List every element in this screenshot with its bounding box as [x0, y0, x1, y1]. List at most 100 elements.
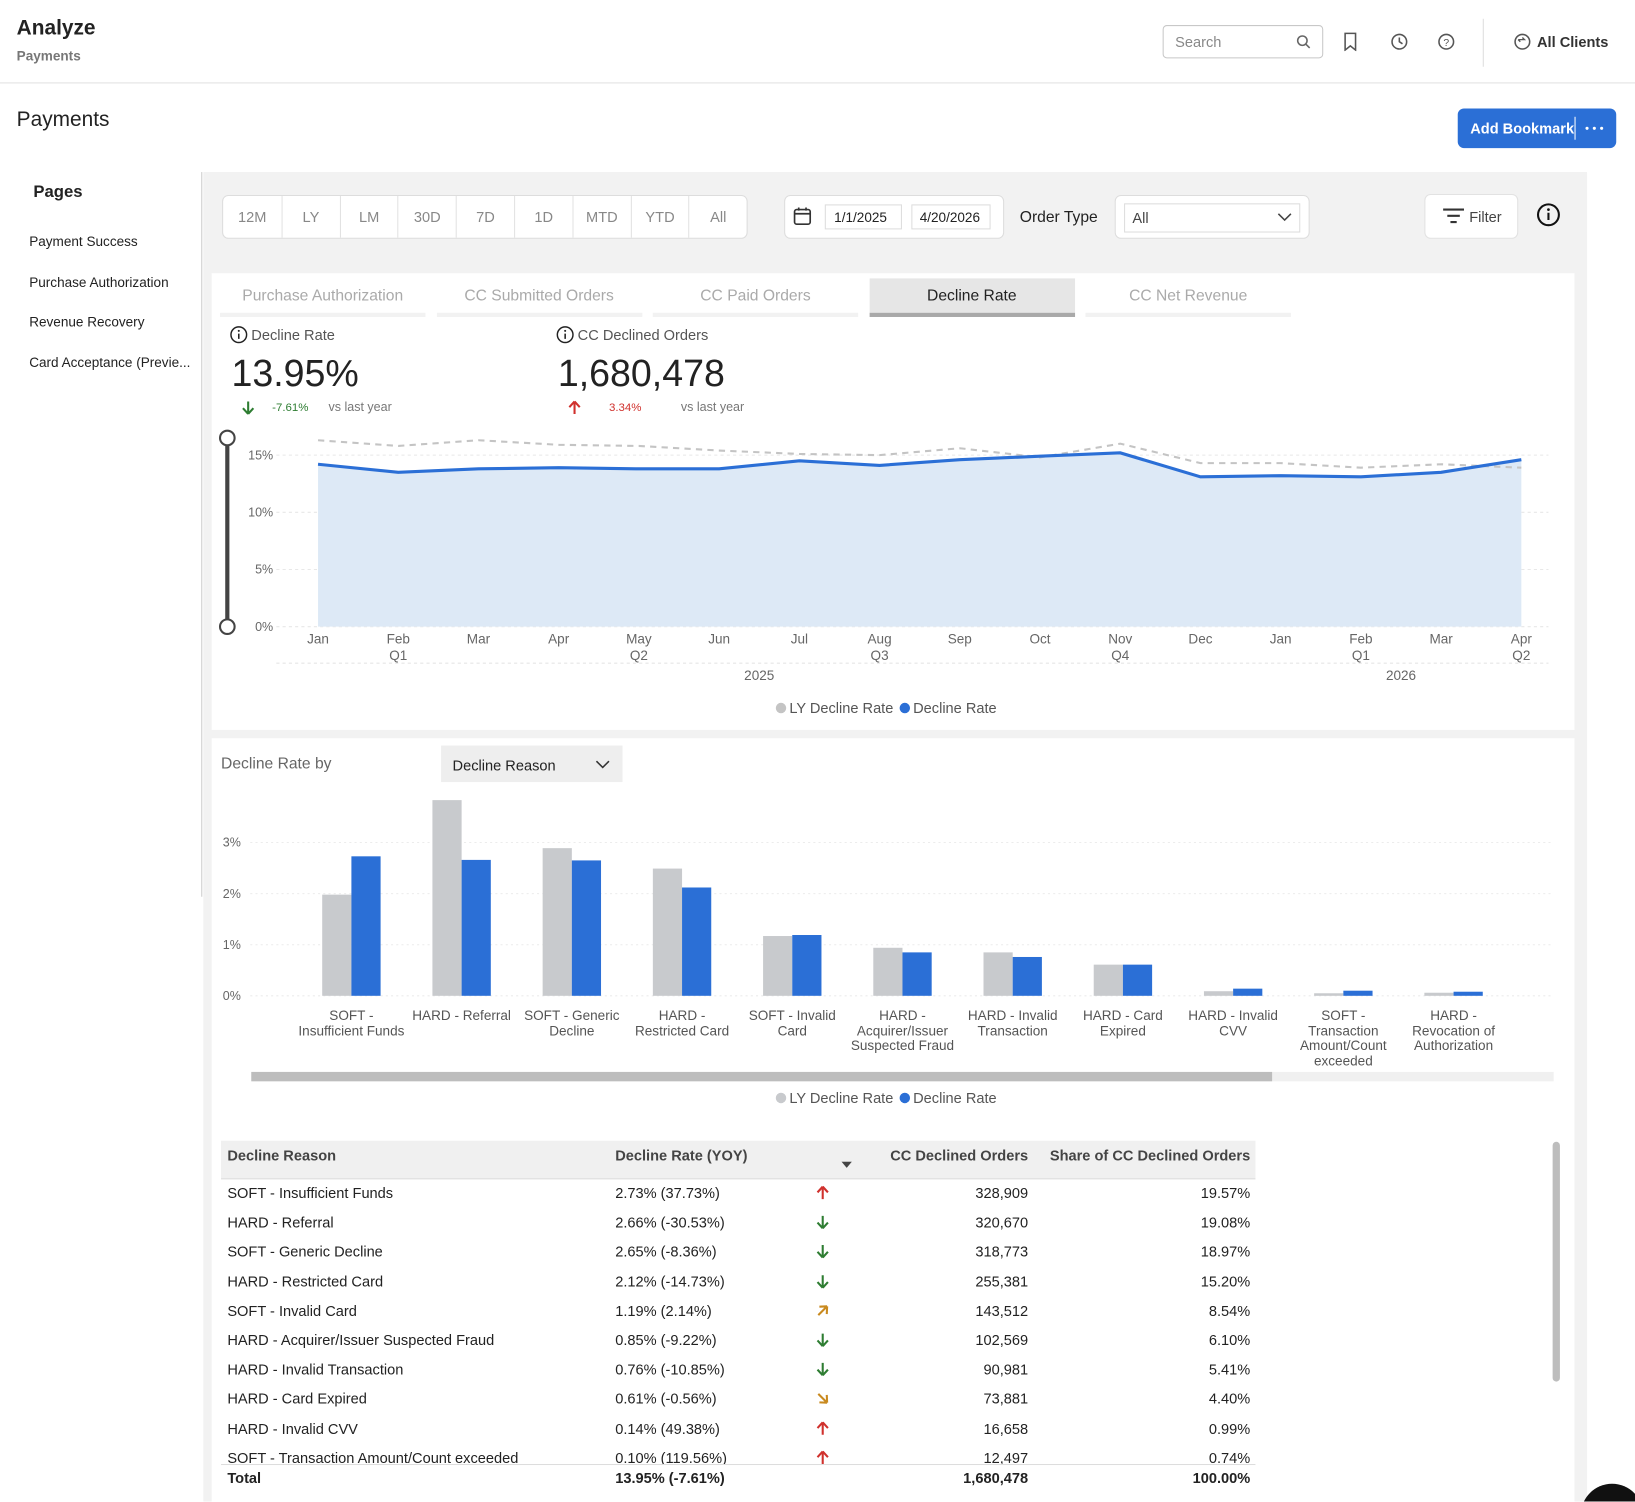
x-tick-label: Jul	[791, 631, 808, 646]
tab[interactable]: CC Net Revenue	[1085, 278, 1291, 317]
x-tick-label: SOFT - Invalid Card	[748, 1007, 836, 1039]
info-icon[interactable]	[1536, 202, 1561, 227]
table-cell: 318,773	[975, 1243, 1029, 1261]
table-cell: 328,909	[975, 1184, 1029, 1202]
search-box[interactable]: Search	[1162, 25, 1324, 59]
history-icon[interactable]	[1390, 32, 1409, 51]
sort-indicator[interactable]	[841, 1161, 852, 1168]
legend-swatch	[775, 702, 787, 714]
period-option[interactable]: 30D	[397, 196, 456, 238]
x-tick-label: SOFT - Transaction Amount/Count exceeded	[1300, 1007, 1387, 1069]
sidebar-item[interactable]: Card Acceptance (Previe...	[29, 354, 191, 370]
table-cell: 0.76% (-10.85%)	[615, 1360, 725, 1378]
x-tick-label: Jun	[708, 631, 730, 646]
dropdown-value: All	[1132, 209, 1149, 227]
period-option[interactable]: MTD	[572, 196, 630, 238]
calendar-icon[interactable]	[792, 205, 813, 226]
kpi-comparison: vs last year	[680, 399, 745, 414]
period-option[interactable]: LM	[339, 196, 398, 238]
column-header[interactable]: Decline Rate (YOY)	[615, 1147, 748, 1164]
table-cell: 0.99%	[1208, 1419, 1251, 1437]
kpi-change: -7.61%	[272, 401, 309, 414]
sidebar-item[interactable]: Purchase Authorization	[29, 273, 169, 290]
bar	[792, 935, 822, 996]
x-tick-label: Jan	[307, 631, 329, 646]
table-cell: HARD - Invalid Transaction	[227, 1360, 404, 1378]
clients-icon[interactable]	[1513, 32, 1532, 51]
period-option[interactable]: All	[688, 196, 747, 238]
legend-swatch	[899, 1092, 911, 1104]
arrow-path	[816, 1421, 829, 1435]
info-icon[interactable]	[556, 325, 575, 344]
period-option[interactable]: 12M	[238, 208, 267, 226]
period-option[interactable]: YTD	[630, 196, 688, 238]
tab-active[interactable]: Decline Rate	[869, 278, 1075, 317]
app-subtitle: Payments	[16, 47, 81, 64]
x-tick-label: Dec	[1188, 631, 1212, 646]
bar	[571, 860, 602, 996]
scroll-thumb[interactable]	[251, 1071, 1273, 1082]
y-tick-label: 0%	[255, 620, 273, 634]
button-label: Add Bookmark	[1470, 119, 1575, 137]
circle	[556, 326, 574, 344]
divider	[1482, 18, 1484, 67]
column-header[interactable]: Decline Reason	[227, 1147, 337, 1164]
bar	[1233, 988, 1263, 996]
x-tick-label: Apr	[548, 631, 570, 646]
x-group-label: Q3	[871, 648, 889, 663]
dot	[237, 329, 240, 332]
period-option[interactable]: 1D	[514, 196, 572, 238]
end-date[interactable]: 4/20/2026	[911, 204, 991, 230]
info-icon[interactable]	[229, 325, 248, 344]
period-option[interactable]: 7D	[455, 196, 514, 238]
arrow-path	[816, 1245, 829, 1259]
x-tick-label: HARD - Invalid Transaction	[967, 1007, 1058, 1039]
table-cell: SOFT - Transaction Amount/Count exceeded	[227, 1449, 519, 1466]
sidebar-item[interactable]: Payment Success	[29, 233, 138, 250]
x-tick-label: Jan	[1270, 631, 1292, 646]
table-scrollbar[interactable]	[1552, 1141, 1560, 1382]
chevron	[595, 760, 610, 769]
filter-button[interactable]: Filter	[1424, 193, 1519, 239]
bar	[1424, 992, 1454, 996]
y-tick-label: 15%	[248, 448, 273, 462]
column-header[interactable]: Share of CC Declined Orders	[1049, 1147, 1251, 1164]
order-type-dropdown[interactable]: All	[1114, 194, 1310, 239]
client-selector[interactable]: All Clients	[1536, 33, 1609, 51]
start-date[interactable]: 1/1/2025	[824, 204, 902, 230]
x-group-label: Q1	[389, 648, 407, 663]
table-cell: HARD - Restricted Card	[227, 1272, 384, 1290]
trend-arrow	[816, 1274, 829, 1289]
help-icon[interactable]: ?	[1437, 32, 1456, 51]
table-cell: HARD - Card Expired	[227, 1390, 367, 1408]
legend-label: LY Decline Rate	[789, 701, 893, 717]
table-cell: 2.65% (-8.36%)	[615, 1243, 717, 1261]
slider-handle[interactable]	[218, 429, 236, 447]
x-tick-label: HARD - Acquirer/Issuer Suspected Fraud	[850, 1007, 955, 1054]
comparison-line	[317, 439, 1522, 469]
series-line	[317, 451, 1522, 479]
trend-arrow	[816, 1245, 829, 1259]
bookmarks-icon[interactable]	[1342, 32, 1359, 52]
add-bookmark-button[interactable]: Add Bookmark	[1457, 108, 1617, 149]
bar	[1122, 964, 1153, 996]
tab[interactable]: Purchase Authorization	[220, 278, 426, 317]
legend-swatch	[899, 702, 911, 714]
more-icon[interactable]	[1583, 124, 1608, 132]
table-cell: 4.40%	[1208, 1390, 1251, 1408]
x-year-label: 2026	[1386, 668, 1416, 683]
tab[interactable]: CC Paid Orders	[652, 278, 859, 317]
dimension-dropdown[interactable]: Decline Reason	[441, 745, 623, 783]
slider-handle[interactable]	[218, 618, 236, 636]
x-tick-label: HARD - Restricted Card	[634, 1007, 730, 1039]
period-option[interactable]: LY	[281, 196, 339, 238]
tab[interactable]: CC Submitted Orders	[436, 278, 642, 317]
filter-icon	[1443, 208, 1464, 224]
column-header[interactable]: CC Declined Orders	[890, 1147, 1029, 1164]
legend-label: Decline Rate	[913, 1091, 996, 1107]
chat-bubble[interactable]	[1580, 1483, 1635, 1502]
x-tick-label: SOFT - Insufficient Funds	[298, 1007, 405, 1039]
top-bar	[0, 0, 1635, 84]
sidebar-item[interactable]: Revenue Recovery	[29, 313, 145, 330]
